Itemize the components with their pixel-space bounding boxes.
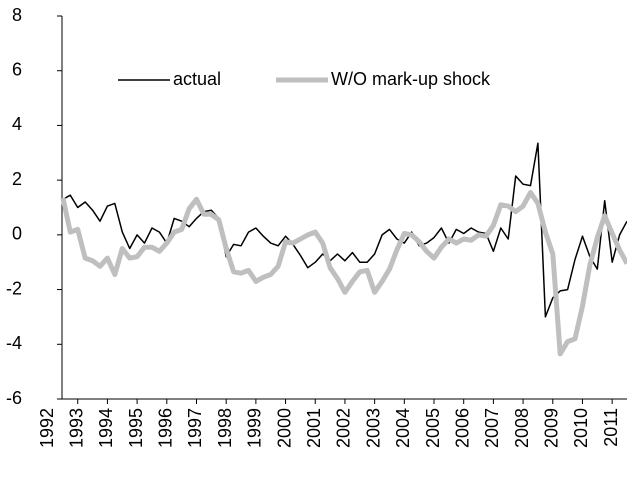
x-tick-label: 2003 xyxy=(363,408,383,448)
x-tick-label: 2011 xyxy=(601,408,621,447)
x-tick-label: 2008 xyxy=(512,408,532,448)
x-tick-label: 1996 xyxy=(156,408,176,448)
x-tick-label: 2007 xyxy=(482,408,502,448)
x-tick-label: 2006 xyxy=(452,408,472,448)
y-tick-label: 2 xyxy=(12,169,22,189)
y-tick-label: 6 xyxy=(12,59,22,79)
y-tick-label: -2 xyxy=(6,278,22,298)
x-tick-label: 2010 xyxy=(571,408,591,448)
x-tick-label: 2000 xyxy=(274,408,294,448)
y-tick-label: 4 xyxy=(12,114,22,134)
series-line xyxy=(60,190,627,357)
y-tick-label: -6 xyxy=(6,388,22,408)
x-tick-label: 1995 xyxy=(126,408,146,448)
legend-label: W/O mark-up shock xyxy=(331,69,491,89)
x-tick-label: 1998 xyxy=(215,408,235,448)
x-tick-label: 1992 xyxy=(37,408,57,448)
y-tick-label: 0 xyxy=(12,224,22,244)
x-tick-label: 1993 xyxy=(66,408,86,448)
x-tick-label: 2005 xyxy=(423,408,443,448)
y-tick-label: -4 xyxy=(6,333,22,353)
x-tick-label: 1994 xyxy=(96,408,116,448)
x-tick-label: 2009 xyxy=(542,408,562,448)
legend-label: actual xyxy=(173,69,221,89)
x-tick-label: 2004 xyxy=(393,408,413,448)
x-tick-label: 2002 xyxy=(334,408,354,448)
x-tick-label: 1999 xyxy=(245,408,265,448)
series-line xyxy=(62,142,627,318)
x-tick-label: 1997 xyxy=(185,408,205,448)
y-tick-label: 8 xyxy=(12,5,22,25)
x-tick-label: 2001 xyxy=(304,408,324,448)
